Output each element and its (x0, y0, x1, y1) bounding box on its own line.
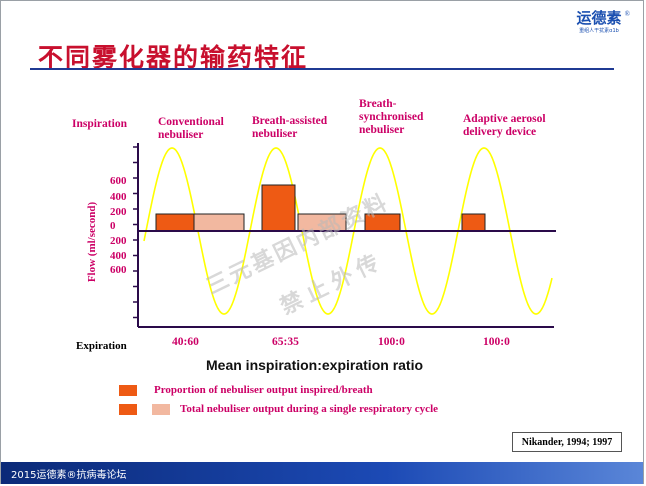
legend-text-total: Total nebuliser output during a single r… (180, 403, 439, 415)
y-tick-0: 0 (110, 220, 116, 232)
ratio-breath-synchronised: 100:0 (378, 336, 405, 348)
nebuliser-label-conventional: Conventional nebuliser (158, 116, 224, 141)
y-tick-600-up: 600 (110, 175, 127, 187)
y-tick-200-up: 200 (110, 206, 127, 218)
flow-curve (143, 147, 553, 315)
logo-subtitle: 重组人干扰素α1b (579, 28, 619, 34)
footer-bar: 2015运德素®抗病毒论坛 (1, 462, 643, 484)
inspired-bar (461, 213, 486, 232)
nebuliser-label-breath-assisted: Breath-assisted nebuliser (252, 115, 328, 140)
inspired-bar (155, 213, 195, 232)
footer-text: 2015运德素®抗病毒论坛 (11, 470, 127, 481)
nebuliser-label-breath-synchronised: Breath-synchronised nebuliser (359, 98, 424, 136)
logo-name: 运德素 (576, 9, 622, 27)
y-tick-400-down: 400 (110, 250, 127, 262)
legend-swatch-total (152, 404, 170, 415)
legend-swatch-inspired-2 (119, 404, 137, 415)
ratio-breath-assisted: 65:35 (272, 336, 299, 348)
total-output-bar (193, 213, 245, 232)
brand-logo: 运德素 ® 重组人干扰素α1b (568, 10, 630, 40)
title-underline (30, 68, 614, 70)
logo-registered-mark: ® (624, 10, 630, 18)
y-tick-600-down: 600 (110, 264, 127, 276)
ratio-conventional: 40:60 (172, 336, 199, 348)
citation-box: Nikander, 1994; 1997 (512, 432, 622, 452)
y-tick-200-down: 200 (110, 235, 127, 247)
expiration-label: Expiration (76, 340, 127, 352)
ratio-adaptive-aerosol: 100:0 (483, 336, 510, 348)
y-tick-400-up: 400 (110, 191, 127, 203)
legend-text-inspired: Proportion of nebuliser output inspired/… (154, 384, 373, 396)
inspired-bar (261, 184, 296, 232)
nebuliser-label-adaptive-aerosol: Adaptive aerosol delivery device (463, 113, 546, 138)
slide-title: 不同雾化器的输药特征 (38, 43, 309, 72)
inspiration-label: Inspiration (72, 118, 127, 130)
legend-swatch-inspired (119, 385, 137, 396)
x-axis-title: Mean inspiration:expiration ratio (206, 357, 424, 373)
